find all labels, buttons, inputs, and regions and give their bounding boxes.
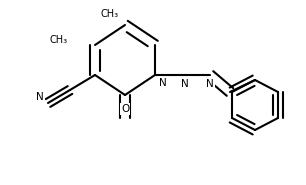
Text: N: N (206, 79, 214, 89)
Text: N: N (159, 78, 167, 88)
Text: N: N (36, 92, 44, 102)
Text: O: O (121, 104, 129, 114)
Text: N: N (181, 79, 189, 89)
Text: CH₃: CH₃ (101, 9, 119, 19)
Text: CH₃: CH₃ (50, 35, 68, 45)
